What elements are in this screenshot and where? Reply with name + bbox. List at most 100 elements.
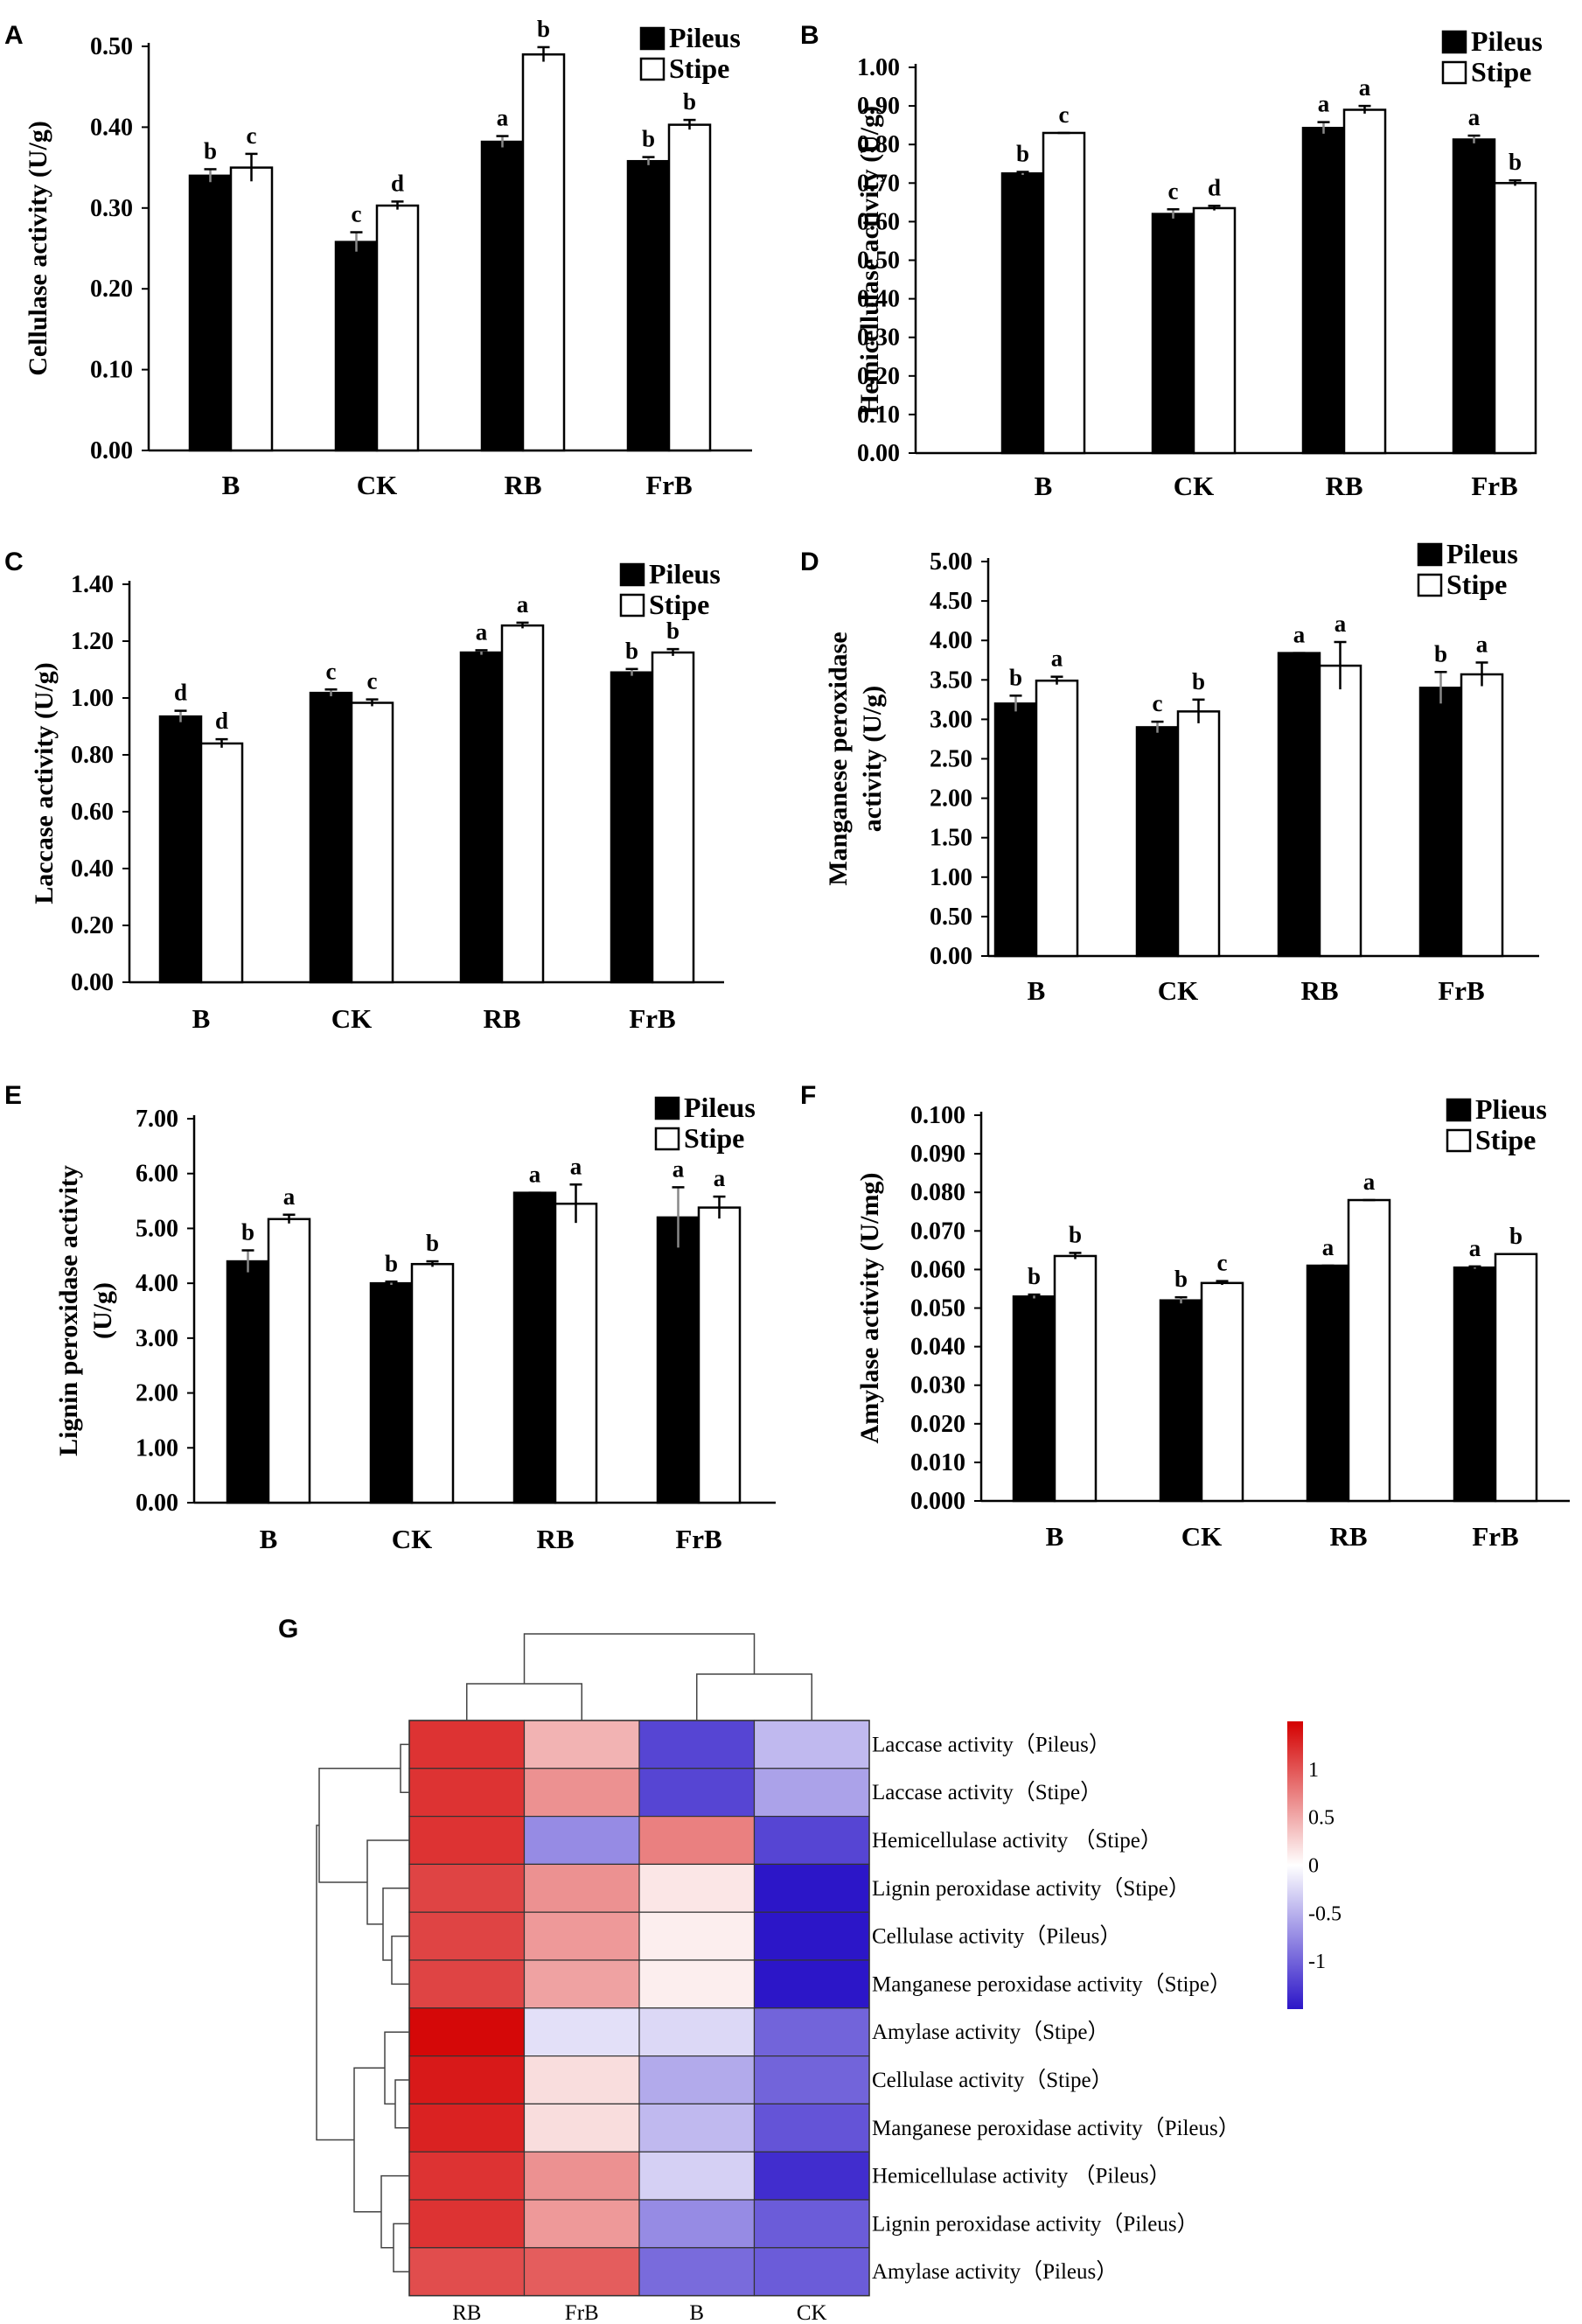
significance-letter: c xyxy=(352,201,362,227)
y-tick-label: 0.10 xyxy=(857,401,900,429)
legend-swatch xyxy=(1417,542,1443,567)
heatmap-row-label: Amylase activity（Stipe） xyxy=(872,2020,1110,2044)
bar-stipe xyxy=(1053,1254,1098,1503)
x-category-label: FrB xyxy=(645,470,692,500)
significance-letter: b xyxy=(1192,668,1205,694)
y-tick-label: 3.50 xyxy=(930,666,972,694)
x-category-label: RB xyxy=(1329,1521,1367,1552)
heatmap-cell xyxy=(408,2007,526,2057)
bar-pileus xyxy=(459,651,504,984)
heatmap-cell xyxy=(638,1720,756,1769)
dendro-branch xyxy=(400,1743,409,1793)
heatmap-column-label: FrB xyxy=(565,2301,599,2324)
significance-letter: d xyxy=(215,708,228,734)
bar-pileus xyxy=(512,1191,557,1504)
bar-stipe xyxy=(667,123,712,452)
y-tick-label: 0.00 xyxy=(90,437,133,464)
x-category-label: CK xyxy=(392,1524,433,1554)
heatmap-cell xyxy=(753,1720,870,1769)
legend-label: Plieus xyxy=(1475,1093,1547,1125)
bar-stipe xyxy=(1460,673,1504,958)
y-tick-label: 0.40 xyxy=(71,855,114,883)
bar-stipe xyxy=(1347,1198,1391,1503)
colorbar-tick-label: -1 xyxy=(1308,1951,1326,1973)
bar-pileus xyxy=(1301,126,1346,455)
x-category-label: B xyxy=(260,1524,278,1554)
significance-letter: a xyxy=(476,618,488,645)
bar-stipe xyxy=(1494,1253,1538,1503)
legend-label: Pileus xyxy=(669,22,741,53)
y-tick-label: 1.20 xyxy=(71,628,114,655)
y-tick-label: 0.00 xyxy=(71,969,114,996)
y-tick-label: 0.020 xyxy=(910,1411,965,1438)
significance-letter: b xyxy=(1028,1263,1041,1289)
bar-pileus xyxy=(993,702,1038,958)
y-tick-label: 0.070 xyxy=(910,1218,965,1245)
y-tick-label: 0.50 xyxy=(857,248,900,275)
y-tick-label: 0.20 xyxy=(857,363,900,390)
bar-pileus xyxy=(1135,726,1180,958)
y-tick-label: 0.00 xyxy=(857,440,900,467)
colorbar-tick-label: 0.5 xyxy=(1308,1807,1335,1830)
x-category-label: B xyxy=(222,470,240,500)
x-category-label: RB xyxy=(536,1524,574,1554)
heatmap-row-label: Cellulase activity（Stipe） xyxy=(872,2068,1113,2092)
heatmap-cell xyxy=(753,2151,870,2201)
legend-label: Stipe xyxy=(1446,569,1507,600)
panel-E: E 0.00 1.00 2.00 3.00 4.00 5.00 6.00 7.00 Lignin … xyxy=(4,1081,776,1554)
heatmap-cell xyxy=(638,2007,756,2057)
y-tick-label: 0.50 xyxy=(90,33,133,60)
significance-letter: a xyxy=(673,1155,685,1182)
x-category-label: B xyxy=(1046,1521,1064,1552)
heatmap-cell xyxy=(408,1720,526,1769)
heatmap-row-label: Lignin peroxidase activity（Pileus） xyxy=(872,2211,1199,2236)
y-tick-label: 1.00 xyxy=(71,685,114,712)
y-tick-label: 5.00 xyxy=(930,548,972,576)
x-category-label: FrB xyxy=(1471,471,1517,501)
significance-letter: a xyxy=(1363,1169,1376,1195)
y-tick-label: 0.90 xyxy=(857,93,900,120)
x-category-label: CK xyxy=(357,470,398,500)
significance-letter: d xyxy=(174,680,187,706)
bar-stipe xyxy=(1342,108,1387,455)
significance-letter: b xyxy=(1069,1221,1082,1247)
colorbar-tick-label: -0.5 xyxy=(1308,1902,1342,1925)
y-tick-label: 0.040 xyxy=(910,1334,965,1361)
x-category-label: RB xyxy=(504,470,541,500)
dendro-branch xyxy=(523,1633,756,1684)
heatmap-cell xyxy=(753,1911,870,1961)
significance-letter: a xyxy=(1322,1234,1335,1260)
heatmap-cell xyxy=(523,2199,640,2249)
legend-swatch xyxy=(639,57,666,81)
heatmap-row-label: Laccase activity（Pileus） xyxy=(872,1732,1111,1756)
y-tick-label: 0.000 xyxy=(910,1488,965,1515)
y-tick-label: 0.050 xyxy=(910,1295,965,1323)
y-axis-title: Amylase activity (U/mg) xyxy=(855,1173,884,1444)
heatmap-cell xyxy=(523,1816,640,1866)
y-tick-label: 0.10 xyxy=(90,357,133,384)
bar-stipe xyxy=(1176,710,1221,958)
bar-stipe xyxy=(697,1206,742,1504)
significance-letter: b xyxy=(241,1219,254,1246)
panel-G: G Laccase activity（Pileus） Laccase activit… xyxy=(278,1615,1342,2324)
y-tick-label: 0.00 xyxy=(136,1490,178,1517)
bar-pileus xyxy=(188,174,233,452)
panel-label: D xyxy=(800,548,819,576)
heatmap-cell xyxy=(408,1863,526,1913)
heatmap-cell xyxy=(408,1911,526,1961)
bar-pileus xyxy=(480,140,525,452)
y-tick-label: 1.00 xyxy=(930,864,972,891)
panel-label: B xyxy=(800,21,819,50)
panel-F: F 0.000 0.010 0.020 0.030 0.040 0.050 0.060 0.07… xyxy=(800,1081,1570,1552)
heatmap-column-label: RB xyxy=(452,2301,481,2324)
significance-letter: a xyxy=(1468,104,1481,130)
legend-label: Stipe xyxy=(1475,1124,1536,1155)
significance-letter: a xyxy=(1318,91,1330,117)
dendro-branch xyxy=(380,2174,409,2249)
heatmap-cell xyxy=(408,1959,526,2009)
heatmap-row-label: Lignin peroxidase activity（Stipe） xyxy=(872,1876,1190,1901)
heatmap-cell xyxy=(753,1768,870,1818)
legend-label: Pileus xyxy=(649,558,721,590)
